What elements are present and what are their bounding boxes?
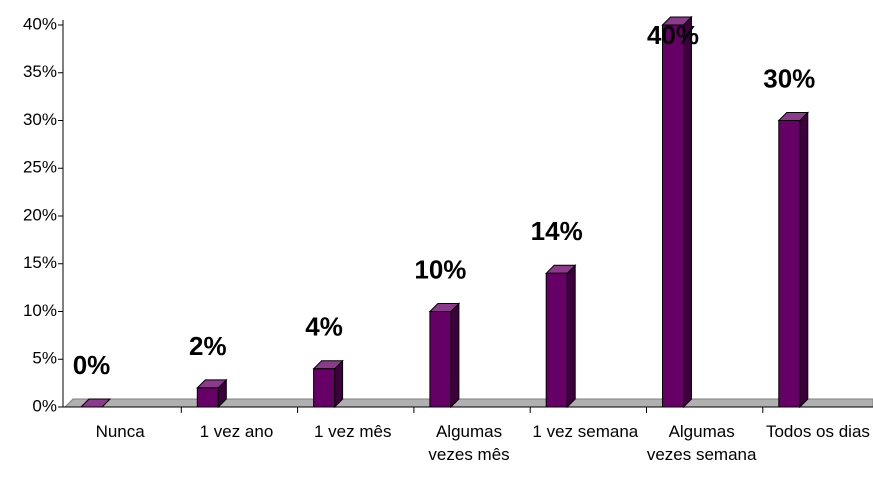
value-label: 4% (305, 312, 343, 342)
y-tick-label: 0% (32, 396, 57, 415)
bar-face (566, 264, 576, 409)
y-tick-label: 35% (23, 62, 57, 81)
floor (63, 398, 873, 408)
x-tick-label: 1 vez mês (314, 422, 392, 441)
bar (196, 378, 228, 409)
y-tick-label: 20% (23, 205, 57, 224)
y-tick-label: 40% (23, 14, 57, 33)
value-label: 0% (73, 350, 111, 380)
bar (777, 111, 810, 409)
bar-face (450, 302, 460, 409)
bar-face (799, 111, 809, 409)
value-label: 2% (189, 331, 227, 361)
x-tick-label: 1 vez ano (199, 422, 274, 441)
x-tick-label: Algumas vezes mês (428, 422, 510, 464)
bar-face (313, 368, 336, 408)
bar-face (662, 24, 684, 408)
value-label: 10% (414, 254, 466, 284)
bar-face (778, 120, 801, 408)
y-tick-label: 10% (23, 301, 57, 320)
x-tick-label: 1 vez semana (532, 422, 639, 441)
bar-face (429, 311, 452, 408)
y-tick-label: 5% (32, 349, 57, 368)
y-tick-label: 15% (23, 253, 57, 272)
bar-face (683, 15, 692, 409)
value-label: 30% (763, 63, 815, 93)
y-tick-label: 25% (23, 158, 57, 177)
bar (428, 302, 461, 409)
y-tick-label: 30% (23, 110, 57, 129)
bar-face (545, 272, 568, 408)
value-label: 40% (647, 20, 699, 50)
value-label: 14% (531, 216, 583, 246)
bar (661, 15, 693, 409)
bar (312, 359, 344, 409)
x-tick-label: Nunca (95, 422, 145, 441)
bar (79, 398, 112, 408)
x-tick-label: Algumas vezes semana (646, 422, 757, 464)
x-tick-label: Todos os dias (765, 422, 870, 441)
bar (544, 264, 577, 409)
bar-face (196, 387, 219, 408)
